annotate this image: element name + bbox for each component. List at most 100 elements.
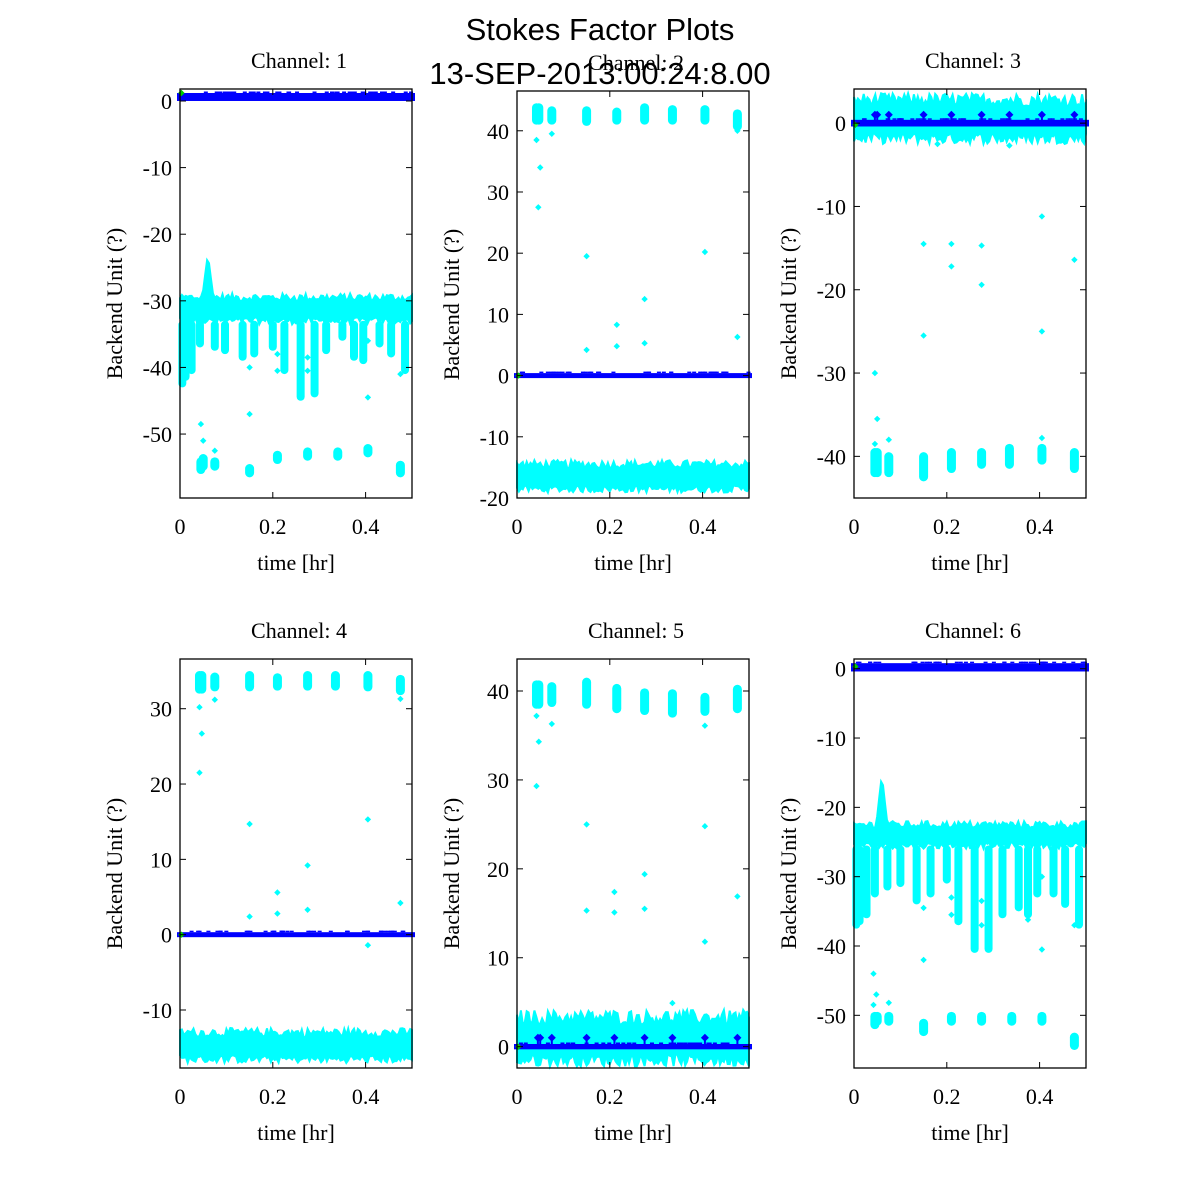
blue-jitter xyxy=(910,118,915,120)
dip-mark xyxy=(387,320,396,358)
blue-jitter xyxy=(251,91,256,93)
blue-jitter xyxy=(960,118,965,120)
outlier-point xyxy=(874,415,881,423)
x-tick-label: 0 xyxy=(849,514,860,539)
outlier-point xyxy=(734,893,741,900)
cluster-mark xyxy=(547,682,557,708)
blue-jitter xyxy=(919,118,924,120)
blue-jitter xyxy=(897,118,902,120)
blue-jitter xyxy=(289,930,294,933)
cluster-mark xyxy=(667,105,677,125)
outlier-point xyxy=(1038,946,1046,953)
cluster-mark xyxy=(1007,1011,1017,1026)
blue-jitter xyxy=(601,1042,606,1044)
blue-jitter xyxy=(272,930,277,933)
cluster-mark xyxy=(245,671,255,692)
figure-title: Stokes Factor Plots xyxy=(466,12,735,47)
blue-jitter xyxy=(347,91,352,93)
blue-jitter xyxy=(366,930,371,933)
blue-marker-stem xyxy=(736,1037,739,1047)
blue-jitter xyxy=(392,930,397,933)
outlier-point xyxy=(583,346,590,354)
cluster-mark xyxy=(245,464,255,478)
blue-jitter xyxy=(196,930,201,933)
series-cyan-clusters xyxy=(196,444,405,478)
blue-jitter xyxy=(687,371,692,374)
blue-jitter xyxy=(649,1042,654,1044)
series-cyan-clusters xyxy=(870,1011,1079,1050)
blue-jitter xyxy=(368,91,373,93)
blue-jitter xyxy=(913,661,918,664)
outlier-point xyxy=(870,1001,877,1009)
blue-jitter xyxy=(248,91,253,93)
x-axis-label: time [hr] xyxy=(594,1120,672,1145)
panel-title: Channel: 1 xyxy=(251,48,347,73)
panel-channel-3: Channel: 3 0 0.2 0.4 0 -10 -20 -30 -40 time [hr] B… xyxy=(776,48,1089,575)
blue-jitter xyxy=(1043,661,1048,664)
blue-jitter xyxy=(549,371,554,374)
outlier-point xyxy=(611,888,618,896)
blue-marker xyxy=(884,110,893,119)
blue-jitter xyxy=(703,371,708,374)
blue-line xyxy=(851,663,1089,672)
blue-jitter xyxy=(597,371,602,374)
plot-area xyxy=(851,661,1089,1050)
cluster-mark xyxy=(272,673,282,691)
outlier-point xyxy=(978,922,985,929)
blue-jitter xyxy=(285,930,290,933)
blue-marker-stem xyxy=(703,1037,706,1047)
blue-jitter xyxy=(656,371,661,374)
outlier-point xyxy=(641,905,648,912)
y-tick-label: 30 xyxy=(487,180,509,205)
outlier-point xyxy=(734,127,741,134)
blue-jitter xyxy=(1006,118,1011,120)
outlier-point xyxy=(196,769,203,776)
blue-jitter xyxy=(1071,661,1076,664)
cluster-mark xyxy=(872,448,882,478)
outlier-point xyxy=(701,722,709,729)
blue-jitter xyxy=(265,91,270,93)
y-tick-label: -20 xyxy=(143,222,172,247)
y-tick-label: -30 xyxy=(817,361,846,386)
blue-jitter xyxy=(924,661,929,664)
blue-jitter xyxy=(1052,661,1057,664)
y-tick-label: 10 xyxy=(150,847,172,872)
blue-jitter xyxy=(306,930,311,933)
series-cyan-clusters xyxy=(531,677,742,718)
dip-mark xyxy=(221,320,230,355)
dip-mark xyxy=(338,320,347,341)
series-cyan-outliers xyxy=(533,127,741,354)
dip-mark xyxy=(855,845,864,926)
blue-jitter xyxy=(334,91,339,93)
y-tick-label: -20 xyxy=(480,486,509,511)
outlier-point xyxy=(364,394,372,401)
series-cyan-outliers xyxy=(870,873,1078,1009)
blue-marker-stem xyxy=(613,1037,616,1047)
dip-mark xyxy=(998,845,1007,919)
blue-jitter xyxy=(958,661,963,664)
cluster-mark xyxy=(1004,443,1014,469)
dip-mark xyxy=(870,845,879,898)
blue-marker xyxy=(873,110,882,119)
y-tick-label: 20 xyxy=(150,772,172,797)
blue-jitter xyxy=(1021,661,1026,664)
blue-jitter xyxy=(539,371,544,374)
y-tick-label: 30 xyxy=(150,697,172,722)
series-cyan-outliers xyxy=(871,140,1078,448)
y-tick-label: 10 xyxy=(487,302,509,327)
blue-jitter xyxy=(382,91,387,93)
blue-jitter xyxy=(942,118,947,120)
outlier-point xyxy=(533,712,540,720)
blue-jitter xyxy=(927,118,932,120)
dip-mark xyxy=(296,320,305,401)
blue-jitter xyxy=(970,661,975,664)
dip-mark xyxy=(181,320,190,381)
blue-jitter xyxy=(560,371,565,374)
dip-mark xyxy=(883,845,892,891)
blue-jitter xyxy=(709,371,714,374)
panel-title: Channel: 5 xyxy=(588,618,684,643)
outlier-point xyxy=(871,369,879,377)
blue-jitter xyxy=(676,1042,681,1044)
blue-jitter xyxy=(621,1042,626,1044)
y-tick-label: -20 xyxy=(817,795,846,820)
